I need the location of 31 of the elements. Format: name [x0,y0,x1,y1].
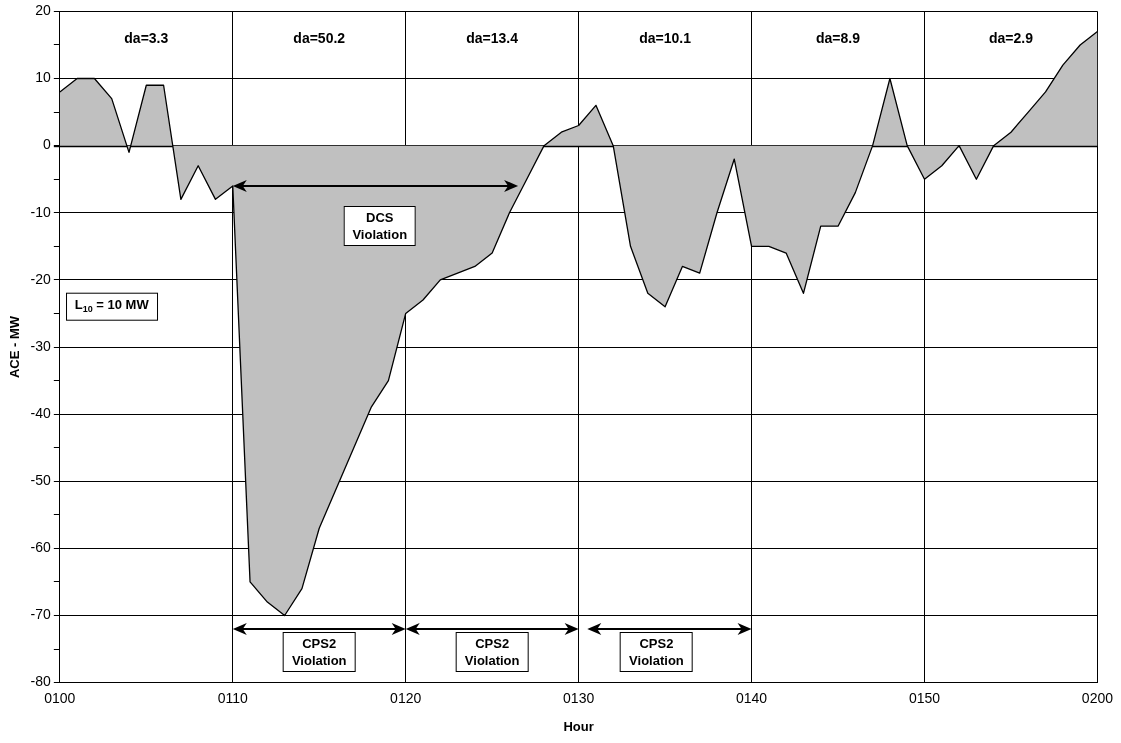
x-tick-label: 0200 [1081,689,1114,706]
annotation: da=3.3 [124,30,169,47]
annotation: CPS2 Violation [282,632,356,673]
y-tick-label: 0 [43,136,52,153]
y-tick-label: -20 [30,270,52,287]
annotation: CPS2 Violation [620,632,693,673]
x-axis-title: Hour [563,718,594,734]
annotation: da=10.1 [639,30,691,47]
y-tick-label: 10 [35,69,52,86]
annotation: CPS2 Violation [455,632,529,673]
y-tick-label: 20 [35,2,52,19]
annotation: da=8.9 [816,30,861,47]
annotation: da=13.4 [466,30,519,47]
y-tick-label: -80 [30,673,52,690]
x-tick-label: 0120 [390,689,422,706]
y-tick-label: -30 [30,337,52,354]
y-tick-label: -70 [30,606,52,623]
x-tick-label: 0130 [563,689,595,706]
y-axis-title: ACE - MW [7,315,23,379]
y-tick-label: -10 [30,203,52,220]
x-tick-label: 0110 [217,689,249,706]
x-tick-label: 0150 [908,689,941,706]
annotation: da=2.9 [988,30,1033,47]
y-tick-label: -60 [30,539,52,556]
x-tick-label: 0140 [735,689,768,706]
annotation: DCS Violation [343,206,417,247]
y-tick-label: -50 [30,472,52,489]
annotation: L$_{10}$ = 10 MW [65,292,158,322]
x-tick-label: 0100 [44,689,76,706]
y-tick-label: -40 [30,404,52,421]
annotation: da=50.2 [293,30,346,47]
